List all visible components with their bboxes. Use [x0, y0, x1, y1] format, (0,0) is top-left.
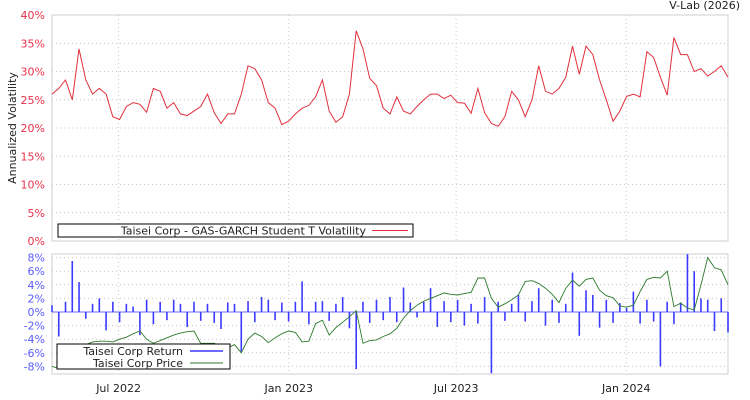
- bottom-y-tick-label: -6%: [24, 347, 45, 360]
- x-tick-label: Jan 2024: [601, 382, 650, 395]
- x-ticks: Jul 2022 Jan 2023 Jul 2023 Jan 2024: [95, 382, 650, 395]
- legend-return-label: Taisei Corp Return: [82, 345, 183, 358]
- bottom-y-tick-label: 6%: [28, 265, 45, 278]
- top-y-tick-label: 35%: [21, 37, 45, 50]
- bottom-y-tick-label: -2%: [24, 320, 45, 333]
- top-y-tick-label: 40%: [21, 9, 45, 22]
- volatility-line: [51, 30, 729, 127]
- bottom-y-tick-label: -4%: [24, 333, 45, 346]
- x-tick-label: Jan 2023: [264, 382, 313, 395]
- legend-price-label: Taisei Corp Price: [92, 357, 183, 370]
- top-y-tick-label: 5%: [28, 207, 45, 220]
- price-line: [51, 256, 729, 369]
- bottom-y-tick-label: 4%: [28, 279, 45, 292]
- top-y-tick-label: 25%: [21, 94, 45, 107]
- y-axis-label: Annualized Volatility: [6, 72, 19, 184]
- credit-label: V-Lab (2026): [669, 0, 740, 12]
- bottom-y-tick-label: 8%: [28, 252, 45, 265]
- top-y-tick-label: 20%: [21, 122, 45, 135]
- top-y-tick-label: 30%: [21, 66, 45, 79]
- bottom-legend-box: [56, 343, 231, 370]
- x-tick-label: Jul 2022: [95, 382, 141, 395]
- bottom-y-tick-label: 2%: [28, 292, 45, 305]
- top-legend-box: [57, 223, 414, 238]
- top-plot-frame: [51, 14, 729, 242]
- top-plot-grid: [52, 15, 728, 241]
- bottom-y-ticks: -8%-6%-4%-2%0%2%4%6%8%: [24, 252, 45, 374]
- top-y-tick-label: 10%: [21, 179, 45, 192]
- return-bars: [51, 254, 729, 374]
- bottom-legend: Taisei Corp Return Taisei Corp Price: [56, 343, 231, 370]
- bottom-y-tick-label: -8%: [24, 360, 45, 373]
- top-y-tick-label: 15%: [21, 150, 45, 163]
- bottom-y-tick-label: 0%: [28, 306, 45, 319]
- x-tick-label: Jul 2023: [433, 382, 479, 395]
- top-legend: Taisei Corp - GAS-GARCH Student T Volati…: [57, 223, 414, 238]
- legend-volatility-label: Taisei Corp - GAS-GARCH Student T Volati…: [120, 225, 367, 238]
- top-y-tick-label: 0%: [28, 235, 45, 248]
- top-y-ticks: 0% 5% 10% 15% 20% 25% 30% 35% 40%: [21, 9, 45, 248]
